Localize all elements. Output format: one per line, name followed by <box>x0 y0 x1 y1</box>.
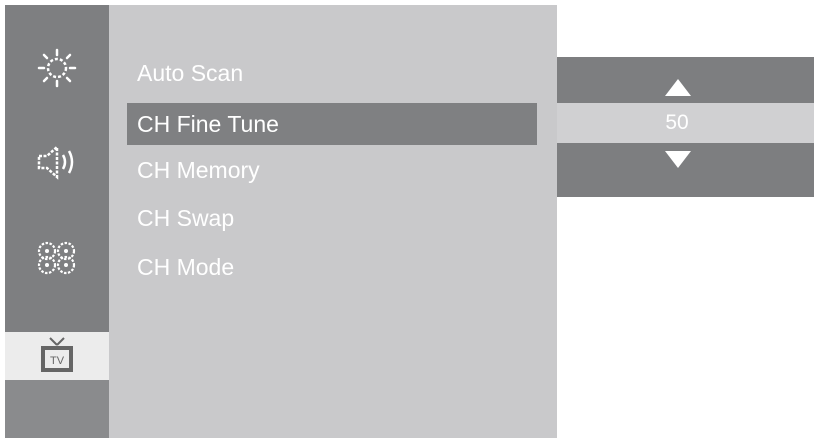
svg-text:TV: TV <box>50 355 65 367</box>
fine-tune-adjuster: 50 <box>557 57 814 197</box>
sidebar: TV <box>5 5 109 438</box>
decrease-button[interactable] <box>557 143 814 197</box>
brightness-icon <box>37 48 77 88</box>
menu-item-ch-fine-tune[interactable]: CH Fine Tune <box>127 103 537 145</box>
sidebar-item-picture[interactable] <box>5 28 109 108</box>
fine-tune-value: 50 <box>665 111 689 134</box>
sidebar-item-sound[interactable] <box>5 122 109 202</box>
tv-icon: TV <box>41 337 73 372</box>
menu-item-ch-swap[interactable]: CH Swap <box>137 205 235 231</box>
channel-menu: Auto Scan CH Fine Tune CH Memory CH Swap… <box>109 5 557 438</box>
sidebar-item-setup[interactable] <box>5 217 109 297</box>
speaker-icon <box>37 144 74 180</box>
triangle-up-icon <box>665 79 691 96</box>
sidebar-item-tv[interactable]: TV <box>5 332 109 380</box>
increase-button[interactable] <box>557 57 814 103</box>
value-display: 50 <box>557 103 814 143</box>
menu-item-auto-scan[interactable]: Auto Scan <box>137 60 244 86</box>
sidebar-footer <box>5 380 109 438</box>
menu-item-ch-mode[interactable]: CH Mode <box>137 254 235 280</box>
menu-item-ch-memory[interactable]: CH Memory <box>137 157 260 183</box>
settings-gears-icon <box>37 241 76 275</box>
triangle-down-icon <box>665 151 691 168</box>
